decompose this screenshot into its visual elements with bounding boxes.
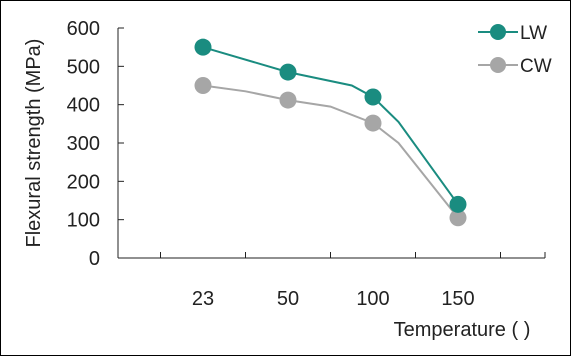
y-tick-label: 600 (67, 18, 100, 40)
data-point-cw (279, 91, 297, 109)
y-tick-label: 300 (67, 133, 100, 155)
data-point-lw (194, 38, 212, 56)
y-tick-label: 400 (67, 95, 100, 117)
legend-marker-lw (490, 24, 506, 40)
legend-label-lw: LW (520, 23, 547, 44)
data-point-lw (279, 63, 297, 81)
y-axis-title: Flexural strength (MPa) (23, 39, 45, 248)
data-point-cw (364, 114, 382, 132)
series-line-lw (202, 46, 459, 205)
x-tick-label: 50 (277, 288, 299, 310)
legend: LW CW (478, 23, 552, 77)
x-tick-label: 150 (441, 288, 474, 310)
y-tick-label: 500 (67, 56, 100, 78)
data-point-lw (364, 88, 382, 106)
legend-marker-cw (490, 57, 506, 73)
series-layer (194, 38, 467, 227)
series-line-cw (202, 84, 459, 219)
data-point-cw (449, 209, 467, 227)
x-tick-label: 100 (356, 288, 389, 310)
x-axis-title: Temperature ( ) (394, 319, 531, 341)
data-point-lw (449, 195, 467, 213)
y-tick-label: 100 (67, 210, 100, 232)
legend-label-cw: CW (520, 56, 552, 77)
x-tick-label: 23 (192, 288, 214, 310)
data-point-cw (194, 77, 212, 94)
y-tick-label: 0 (89, 248, 100, 270)
axes: 0 100 200 300 400 500 600 23 50 100 150 (67, 18, 546, 310)
y-tick-label: 200 (67, 171, 100, 193)
